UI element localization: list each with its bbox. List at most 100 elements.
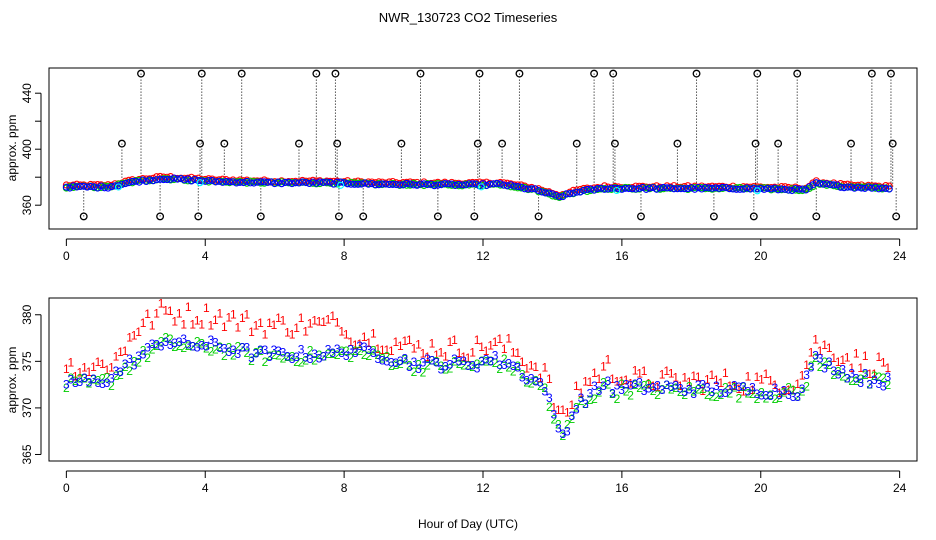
series-3-point: [444, 180, 452, 188]
series-3-point: 3: [460, 354, 467, 368]
panel-bottom-data-points: 1111111111111111111111111111111111111111…: [63, 297, 891, 443]
series-3-point: 3: [393, 356, 400, 370]
series-3-point: [774, 186, 782, 194]
series-1-point: 1: [388, 344, 395, 358]
series-3-point: 3: [424, 352, 431, 366]
series-2-point: 2: [641, 379, 648, 393]
series-3-point: 3: [483, 352, 490, 366]
series-3-point: [621, 184, 629, 192]
series-3-point: [357, 180, 366, 188]
series-3-point: [552, 191, 560, 199]
series-3-point: [701, 183, 709, 192]
series-1-point: [142, 175, 150, 183]
series-1-point: 1: [708, 368, 715, 382]
series-2-point: 2: [686, 379, 693, 393]
series-3-point: 3: [113, 364, 120, 378]
series-3-point: [125, 179, 133, 187]
series-2-point: 2: [496, 362, 503, 376]
series-3-point: 3: [550, 407, 557, 421]
series-1-point: 1: [356, 337, 363, 351]
series-2-point: 2: [772, 392, 779, 406]
series-3-point: [309, 178, 317, 186]
series-2-point: 2: [99, 372, 106, 386]
series-3-point: [170, 174, 178, 182]
series-2-point: 2: [221, 349, 228, 363]
series-3-point: 3: [812, 349, 819, 363]
series-2-point: 2: [663, 378, 670, 392]
series-1-point: 1: [63, 362, 70, 376]
series-3-point: 3: [510, 359, 517, 373]
series-1-point: 1: [68, 356, 75, 370]
series-3-point: 3: [722, 386, 729, 400]
series-3-point: 3: [469, 359, 476, 373]
series-1-point: 1: [469, 345, 476, 359]
flag-point: [847, 139, 855, 148]
series-3-point: 3: [623, 378, 630, 392]
series-3-point: 3: [695, 378, 702, 392]
series-3-point: [868, 184, 876, 192]
series-3-point: 3: [370, 346, 377, 360]
series-2-point: 2: [749, 387, 756, 401]
series-3-point: [406, 180, 414, 188]
series-1-point: 1: [776, 386, 783, 400]
flag-point: [256, 212, 265, 221]
series-1-point: 1: [483, 344, 490, 358]
series-3-point: [354, 180, 362, 188]
series-3-point: [864, 183, 872, 191]
series-3-point: 3: [641, 384, 648, 398]
series-1-point: 1: [618, 374, 625, 388]
series-3-point: [312, 179, 320, 187]
series-2-point: 2: [180, 341, 187, 355]
series-1-point: 1: [501, 342, 508, 356]
series-3-point: 3: [167, 338, 174, 352]
y-tick-label: 400: [20, 139, 34, 159]
series-2-point: 2: [794, 390, 801, 404]
series-3-point: [632, 185, 640, 193]
series-3-point: [153, 176, 161, 184]
series-2-point: 2: [650, 384, 657, 398]
series-2-point: 2: [573, 400, 580, 414]
series-2-point: 2: [862, 368, 869, 382]
series-3-point: [649, 184, 657, 192]
series-1-point: 1: [144, 307, 151, 321]
series-2-point: 2: [447, 361, 454, 375]
series-2-point: 2: [605, 378, 612, 392]
series-2-point: 2: [609, 387, 616, 401]
series-2-point: 2: [600, 375, 607, 389]
series-2-point: 2: [257, 344, 264, 358]
series-3-point: 3: [388, 355, 395, 369]
series-3-point: 3: [514, 360, 521, 374]
series-3-point: 3: [451, 352, 458, 366]
series-3-point: 3: [650, 381, 657, 395]
series-1-point: 1: [650, 379, 657, 393]
series-3-point: [743, 184, 751, 192]
series-2-point: 2: [316, 348, 323, 362]
series-1-point: 1: [126, 331, 133, 345]
series-3-point: [503, 182, 511, 190]
x-tick-label: 16: [615, 481, 629, 495]
series-2-point: 2: [280, 351, 287, 365]
series-2-point: 2: [740, 380, 747, 394]
series-1-point: 1: [361, 330, 368, 344]
series-3-point: 3: [541, 384, 548, 398]
series-3-point: [399, 181, 407, 189]
series-3-point: [434, 181, 442, 189]
x-tick-label: 0: [63, 249, 70, 263]
flag-point: [194, 212, 203, 221]
series-3-point: 3: [325, 343, 332, 357]
series-2-point: 2: [510, 365, 517, 379]
series-3-point: 3: [379, 353, 386, 367]
series-3-point: 3: [343, 349, 350, 363]
series-1-point: 1: [140, 316, 147, 330]
series-3-point: 3: [420, 355, 427, 369]
series-1-point: 1: [600, 360, 607, 374]
series-3-point: [163, 176, 171, 184]
series-3-point: [555, 193, 563, 201]
series-1-point: 1: [781, 384, 788, 398]
series-3-point: [788, 186, 796, 195]
x-tick-label: 24: [893, 481, 907, 495]
series-1-point: 1: [104, 363, 111, 377]
series-3-point: [746, 185, 754, 193]
series-3-point: 3: [749, 380, 756, 394]
series-3-point: 3: [63, 378, 70, 392]
